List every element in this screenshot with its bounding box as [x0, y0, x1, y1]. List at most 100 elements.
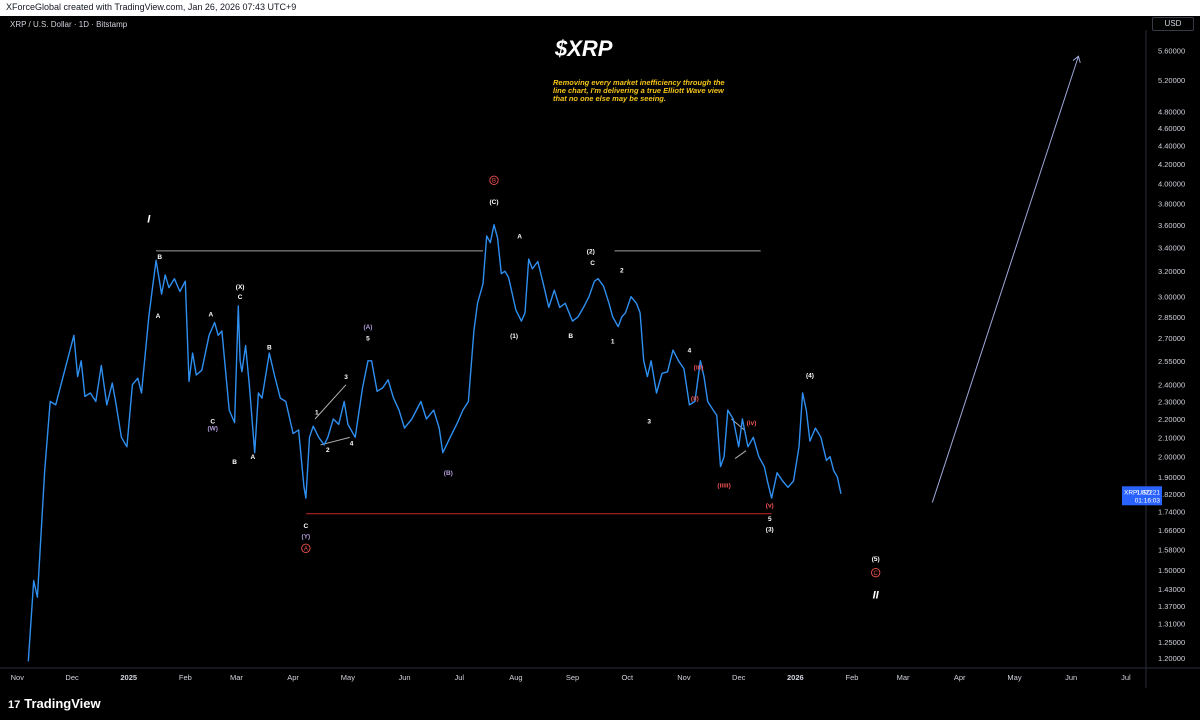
- y-tick-label: 1.50000: [1158, 566, 1185, 575]
- y-tick-label: 2.00000: [1158, 453, 1185, 462]
- channel-line: [314, 384, 347, 420]
- wave-label: II: [873, 589, 880, 601]
- y-tick-label: 1.82000: [1158, 490, 1185, 499]
- wave-label: C: [590, 260, 595, 267]
- wave-label: B: [267, 345, 272, 352]
- wave-label: C: [210, 418, 215, 425]
- price-tag-countdown: 01:16:03: [1135, 497, 1161, 504]
- footer-bar: [0, 688, 1200, 720]
- tradingview-mark-icon: 17: [8, 699, 21, 711]
- x-tick-label: Jun: [1065, 673, 1077, 682]
- wave-label: A: [251, 454, 256, 461]
- x-tick-label: Jun: [398, 673, 410, 682]
- x-tick-label: May: [341, 673, 355, 682]
- y-tick-label: 2.85000: [1158, 313, 1185, 322]
- x-tick-label: May: [1007, 673, 1021, 682]
- x-tick-label: Aug: [509, 673, 522, 682]
- wave-label: 4: [688, 348, 692, 355]
- y-tick-label: 1.31000: [1158, 619, 1185, 628]
- wave-label: 5: [366, 336, 370, 343]
- wave-label: C: [304, 523, 309, 530]
- y-tick-label: 1.66000: [1158, 526, 1185, 535]
- wave-label: 3: [344, 374, 348, 381]
- y-tick-label: 4.80000: [1158, 107, 1185, 116]
- x-tick-label: Jul: [1121, 673, 1131, 682]
- price-line: [27, 224, 842, 662]
- x-tick-label: Apr: [287, 673, 299, 682]
- projection-line: [931, 56, 1078, 503]
- wave-label: (iii): [694, 365, 704, 372]
- chart-note: Removing every market inefficiency throu…: [553, 78, 725, 103]
- wave-label: (A): [363, 324, 372, 331]
- wave-label: (1): [510, 333, 518, 340]
- y-tick-label: 3.80000: [1158, 199, 1185, 208]
- x-tick-label: Nov: [11, 673, 25, 682]
- y-tick-label: 3.60000: [1158, 221, 1185, 230]
- wave-label: (iv): [747, 420, 757, 427]
- wave-label: 3: [647, 418, 651, 425]
- y-tick-label: 3.20000: [1158, 267, 1185, 276]
- wave-circle-icon: [871, 568, 881, 578]
- wave-label: (4): [806, 372, 814, 379]
- y-tick-label: 4.40000: [1158, 142, 1185, 151]
- wave-label: 2: [620, 268, 624, 275]
- attribution-bar: XForceGlobal created with TradingView.co…: [0, 0, 1200, 16]
- wave-label: B: [568, 333, 573, 340]
- wave-circle-icon: [301, 543, 311, 553]
- wedge-line: [734, 450, 747, 459]
- x-tick-label: 2026: [787, 673, 804, 682]
- wave-label: (iiiii): [717, 483, 730, 490]
- x-tick-label: Dec: [65, 673, 79, 682]
- wave-label: (Y): [302, 534, 311, 541]
- wave-label: (3): [766, 526, 774, 533]
- y-tick-label: 3.40000: [1158, 243, 1185, 252]
- wave-label: (v): [766, 502, 774, 509]
- x-tick-label: Mar: [897, 673, 910, 682]
- wave-label: 5: [768, 516, 772, 523]
- x-tick-label: Feb: [179, 673, 192, 682]
- x-tick-label: Mar: [230, 673, 243, 682]
- wave-label: B: [157, 254, 162, 261]
- y-tick-label: 1.58000: [1158, 546, 1185, 555]
- price-tag-symbol: XRPUSD: [1124, 489, 1151, 496]
- y-tick-label: 1.43000: [1158, 585, 1185, 594]
- wave-label: C: [874, 571, 879, 577]
- wave-label: C: [238, 294, 243, 301]
- wave-label: A: [156, 313, 161, 320]
- wave-label: (B): [444, 470, 453, 477]
- x-tick-label: 2025: [120, 673, 137, 682]
- wave-label: 1: [315, 409, 319, 416]
- wave-label: (2): [587, 248, 595, 255]
- tradingview-logo-text: TradingView: [24, 696, 101, 711]
- wave-label: A: [209, 312, 214, 319]
- chart-title: $XRP: [555, 36, 613, 61]
- wave-label: (W): [207, 426, 217, 433]
- wave-circle-icon: [489, 175, 499, 185]
- y-tick-label: 2.10000: [1158, 433, 1185, 442]
- y-tick-label: 4.20000: [1158, 160, 1185, 169]
- y-tick-label: 4.00000: [1158, 179, 1185, 188]
- symbol-info[interactable]: XRP / U.S. Dollar · 1D · Bitstamp: [10, 20, 128, 29]
- price-tag-price: 1.82221: [1137, 489, 1161, 496]
- wave-label: (5): [872, 556, 880, 563]
- tradingview-logo[interactable]: 17 TradingView: [8, 696, 101, 711]
- y-tick-label: 1.25000: [1158, 638, 1185, 647]
- y-tick-label: 5.20000: [1158, 76, 1185, 85]
- wave-label: 1: [611, 339, 615, 346]
- currency-button[interactable]: USD: [1152, 17, 1194, 31]
- y-tick-label: 2.30000: [1158, 397, 1185, 406]
- y-tick-label: 1.20000: [1158, 654, 1185, 663]
- wave-label: (C): [489, 199, 498, 206]
- wave-label: A: [304, 547, 308, 553]
- wave-label: (ii): [691, 396, 699, 403]
- attribution-text: XForceGlobal created with TradingView.co…: [6, 2, 297, 12]
- wave-label: I: [147, 213, 151, 225]
- x-tick-label: Jul: [454, 673, 464, 682]
- wave-label: B: [232, 459, 237, 466]
- y-tick-label: 1.37000: [1158, 602, 1185, 611]
- y-tick-label: 2.40000: [1158, 381, 1185, 390]
- y-tick-label: 4.60000: [1158, 124, 1185, 133]
- x-tick-label: Oct: [621, 673, 634, 682]
- wave-label: 2: [326, 447, 330, 454]
